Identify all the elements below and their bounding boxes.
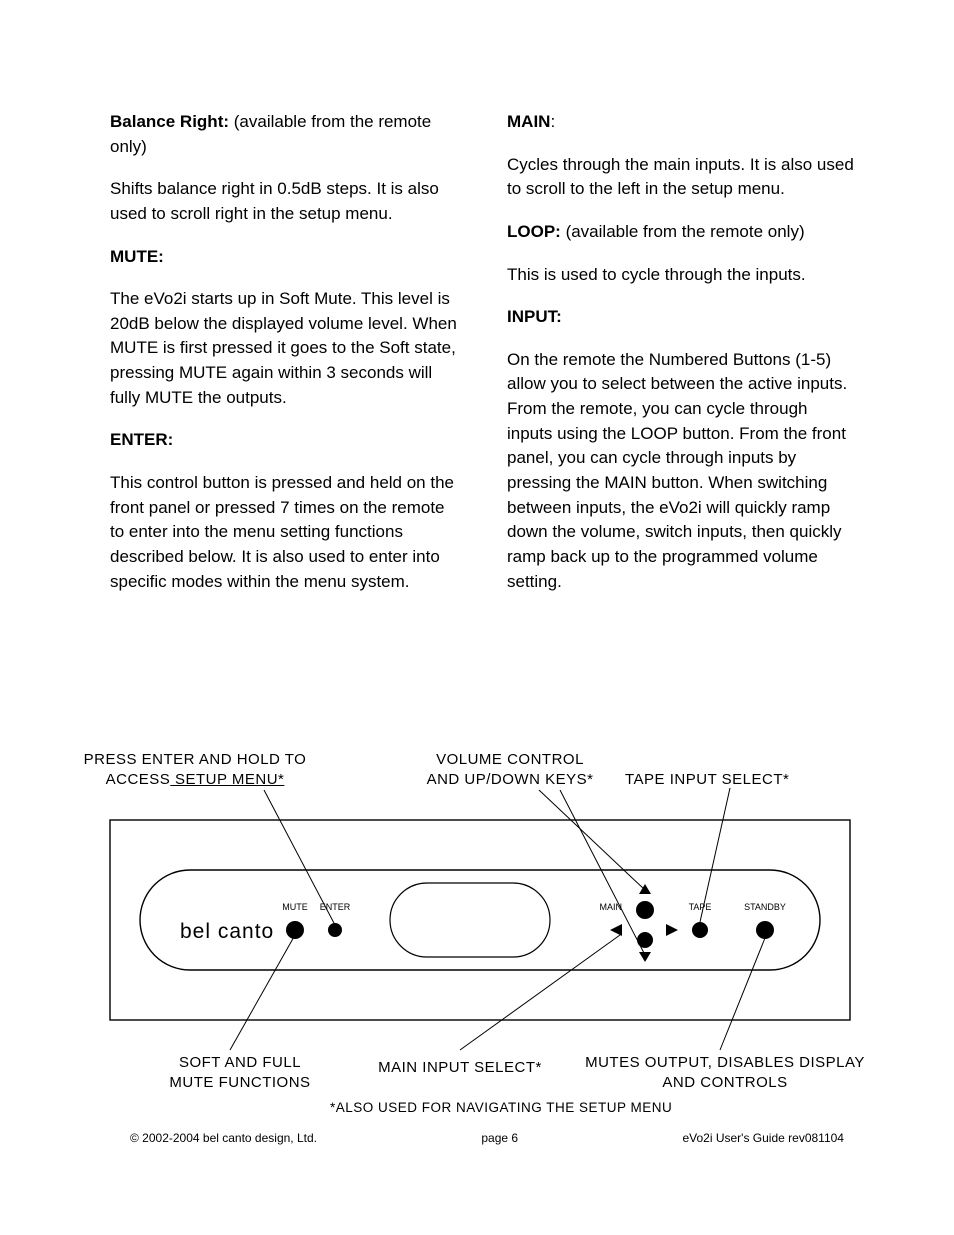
leader-volume-2: [560, 790, 645, 955]
enter-button: [328, 923, 342, 937]
balance-right-desc: Shifts balance right in 0.5dB steps. It …: [110, 177, 457, 226]
left-column: Balance Right: (available from the remot…: [110, 110, 457, 612]
footer-right: eVo2i User's Guide rev081104: [682, 1131, 844, 1145]
main-heading-line: MAIN:: [507, 110, 854, 135]
footer-left: © 2002-2004 bel canto design, Ltd.: [130, 1131, 317, 1145]
brand-text: bel canto: [180, 920, 274, 943]
loop-rest: (available from the remote only): [561, 222, 805, 241]
left-arrow-icon: [610, 924, 622, 936]
diagram-footnote: *ALSO USED FOR NAVIGATING THE SETUP MENU: [330, 1100, 672, 1115]
leader-standby: [720, 938, 765, 1050]
page-footer: © 2002-2004 bel canto design, Ltd. page …: [0, 1131, 954, 1145]
leader-main-input: [460, 935, 620, 1050]
standby-button: [756, 921, 774, 939]
balance-right-heading: Balance Right:: [110, 112, 229, 131]
standby-label: STANDBY: [744, 902, 786, 912]
front-panel-diagram: PRESS ENTER AND HOLD TO ACCESS SETUP MEN…: [80, 740, 880, 1120]
leader-tape: [700, 788, 730, 922]
main-heading: MAIN: [507, 112, 550, 131]
label-soft-mute: SOFT AND FULL MUTE FUNCTIONS: [150, 1053, 330, 1092]
tape-button: [692, 922, 708, 938]
loop-desc: This is used to cycle through the inputs…: [507, 263, 854, 288]
mute-label: MUTE: [282, 902, 308, 912]
panel-svg: bel canto MUTE ENTER MAIN TAPE S: [80, 740, 880, 1060]
right-arrow-icon: [666, 924, 678, 936]
enter-desc: This control button is pressed and held …: [110, 471, 457, 594]
tape-label: TAPE: [689, 902, 712, 912]
leader-volume-1: [539, 790, 645, 890]
main-desc: Cycles through the main inputs. It is al…: [507, 153, 854, 202]
balance-right-para: Balance Right: (available from the remot…: [110, 110, 457, 159]
loop-heading: LOOP:: [507, 222, 561, 241]
loop-line: LOOP: (available from the remote only): [507, 220, 854, 245]
input-heading: INPUT:: [507, 305, 854, 330]
enter-label: ENTER: [320, 902, 351, 912]
right-column: MAIN: Cycles through the main inputs. It…: [507, 110, 854, 612]
enter-heading: ENTER:: [110, 428, 457, 453]
mute-heading: MUTE:: [110, 245, 457, 270]
mute-button: [286, 921, 304, 939]
display-window: [390, 883, 550, 957]
footer-center: page 6: [481, 1131, 518, 1145]
label-mutes-output: MUTES OUTPUT, DISABLES DISPLAY AND CONTR…: [585, 1053, 865, 1092]
leader-mute: [230, 935, 295, 1050]
main-lower-button: [637, 932, 653, 948]
mute-desc: The eVo2i starts up in Soft Mute. This l…: [110, 287, 457, 410]
document-page: Balance Right: (available from the remot…: [0, 0, 954, 1235]
text-columns: Balance Right: (available from the remot…: [110, 110, 854, 612]
down-arrow-icon: [639, 952, 651, 962]
label-main-input: MAIN INPUT SELECT*: [360, 1058, 560, 1078]
main-center-button: [636, 901, 654, 919]
input-desc: On the remote the Numbered Buttons (1-5)…: [507, 348, 854, 594]
